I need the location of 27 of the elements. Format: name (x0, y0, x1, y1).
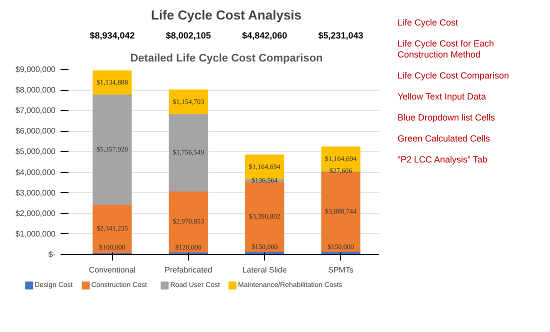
text: $8,002,105 (166, 30, 211, 40)
chart-subtitle: Detailed Life Cycle Cost Comparison (130, 52, 324, 64)
y-tick-label: $1,000,000 (15, 229, 56, 238)
x-tick-label: Prefabricated (164, 266, 212, 274)
text: Life Cycle Cost (398, 18, 459, 28)
text: Life Cycle Cost for Each Construction Method (398, 38, 494, 60)
y-tick-label: $8,000,000 (15, 86, 56, 95)
text: Green Calculated Cells (398, 134, 491, 144)
text: Yellow Text Input Data (398, 92, 486, 102)
text: Blue Dropdown list Cells (398, 112, 496, 122)
x-tick-label: SPMTs (328, 266, 354, 274)
y-tick-label: $7,000,000 (15, 106, 56, 116)
y-tick-label: $5,000,000 (15, 147, 56, 156)
y-tick-label: $9,000,000 (15, 65, 56, 74)
text: $8,934,042 (90, 30, 135, 40)
text: Life Cycle Cost Comparison (398, 70, 510, 80)
y-tick-label: $2,000,000 (15, 208, 56, 218)
x-tick-label: Conventional (88, 266, 136, 274)
text: “P2 LCC Analysis” Tab (398, 154, 488, 164)
y-tick-label: $- (48, 250, 56, 259)
text: $5,231,043 (318, 30, 364, 40)
chart-title: Life Cycle Cost Analysis (151, 8, 302, 22)
y-tick-label: $6,000,000 (15, 126, 56, 136)
y-tick-label: $3,000,000 (15, 188, 56, 198)
y-tick-label: $4,000,000 (15, 168, 56, 177)
text: $4,842,060 (242, 30, 288, 40)
x-tick-label: Lateral Slide (242, 266, 288, 274)
